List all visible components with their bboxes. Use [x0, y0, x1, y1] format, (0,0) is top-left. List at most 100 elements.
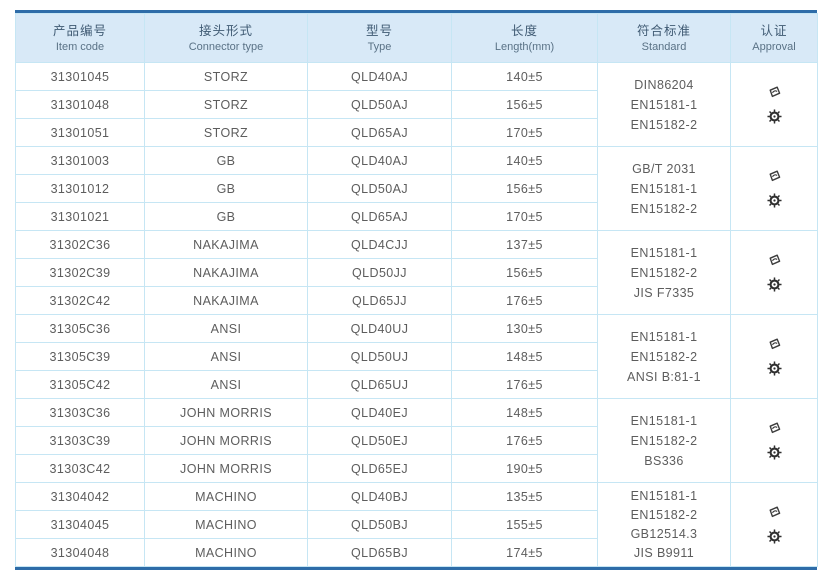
certification-logo-icon	[767, 337, 782, 352]
header-type-zh: 型号	[365, 23, 393, 38]
header-connector-type-en: Connector type	[188, 40, 264, 53]
standard-line: EN15181-1	[630, 181, 698, 196]
connector-type-cell: ANSI	[144, 342, 308, 371]
group-ansi: 31305C36 ANSI QLD40UJ 130±5 EN15181-1 EN…	[15, 314, 818, 399]
product-spec-table: 产品编号 Item code 接头形式 Connector type 型号 Ty…	[15, 10, 818, 570]
type-cell: QLD65UJ	[307, 370, 452, 399]
length-cell: 155±5	[451, 510, 598, 539]
item-code-cell: 31303C39	[15, 426, 145, 455]
item-code-cell: 31302C36	[15, 230, 145, 259]
item-code-cell: 31304045	[15, 510, 145, 539]
connector-type-cell: JOHN MORRIS	[144, 398, 308, 427]
header-approval-en: Approval	[752, 40, 796, 53]
length-cell: 190±5	[451, 454, 598, 483]
item-code-cell: 31301051	[15, 118, 145, 147]
certification-logo-icon	[767, 85, 782, 100]
group-nakajima: 31302C36 NAKAJIMA QLD4CJJ 137±5 EN15181-…	[15, 230, 818, 315]
type-cell: QLD50BJ	[307, 510, 452, 539]
standard-line: GB/T 2031	[632, 161, 696, 176]
connector-type-cell: NAKAJIMA	[144, 230, 308, 259]
length-cell: 148±5	[451, 342, 598, 371]
header-cell-length: 长度 Length(mm)	[451, 13, 598, 63]
type-cell: QLD50AJ	[307, 174, 452, 203]
standard-line: EN15182-2	[630, 201, 698, 216]
connector-type-cell: GB	[144, 146, 308, 175]
wheelmark-gear-icon	[766, 277, 782, 292]
approval-cell	[730, 146, 818, 231]
wheelmark-gear-icon	[766, 529, 782, 544]
table-row: 31301051 STORZ QLD65AJ 170±5	[15, 118, 818, 147]
length-cell: 148±5	[451, 398, 598, 427]
wheelmark-gear-icon	[766, 109, 782, 124]
table-row: 31302C39 NAKAJIMA QLD50JJ 156±5	[15, 258, 818, 287]
header-item-code-zh: 产品编号	[52, 23, 107, 38]
header-connector-type-zh: 接头形式	[198, 23, 253, 38]
header-cell-type: 型号 Type	[307, 13, 452, 63]
type-cell: QLD65EJ	[307, 454, 452, 483]
table-row: 31304048 MACHINO QLD65BJ 174±5	[15, 538, 818, 567]
type-cell: QLD4CJJ	[307, 230, 452, 259]
standard-line: EN15181-1	[630, 488, 698, 503]
standard-line: BS336	[644, 453, 684, 468]
group-gb: 31301003 GB QLD40AJ 140±5 GB/T 2031 EN15…	[15, 146, 818, 231]
table-row: 31303C36 JOHN MORRIS QLD40EJ 148±5 EN151…	[15, 398, 818, 483]
standard-line: EN15181-1	[630, 97, 698, 112]
type-cell: QLD65JJ	[307, 286, 452, 315]
connector-type-cell: NAKAJIMA	[144, 286, 308, 315]
standards-cell: GB/T 2031 EN15181-1 EN15182-2	[597, 146, 731, 231]
approval-cell	[730, 230, 818, 315]
header-standard-zh: 符合标准	[636, 23, 691, 38]
connector-type-cell: MACHINO	[144, 510, 308, 539]
approval-cell	[730, 314, 818, 399]
length-cell: 140±5	[451, 62, 598, 91]
header-type-en: Type	[367, 40, 392, 53]
header-cell-item-code: 产品编号 Item code	[15, 13, 145, 63]
standard-line: EN15181-1	[630, 329, 698, 344]
type-cell: QLD50AJ	[307, 90, 452, 119]
type-cell: QLD65AJ	[307, 118, 452, 147]
table-row: 31305C42 ANSI QLD65UJ 176±5	[15, 370, 818, 399]
length-cell: 130±5	[451, 314, 598, 343]
header-standard-en: Standard	[641, 40, 687, 53]
length-cell: 170±5	[451, 118, 598, 147]
standards-cell: EN15181-1 EN15182-2 GB12514.3 JIS B9911	[597, 482, 731, 567]
header-length-en: Length(mm)	[494, 40, 555, 53]
standards-cell: EN15181-1 EN15182-2 JIS F7335	[597, 230, 731, 315]
type-cell: QLD40BJ	[307, 482, 452, 511]
standard-line: EN15181-1	[630, 413, 698, 428]
standards-cell: EN15181-1 EN15182-2 BS336	[597, 398, 731, 483]
item-code-cell: 31304048	[15, 538, 145, 567]
standard-line: ANSI B:81-1	[627, 369, 701, 384]
type-cell: QLD40AJ	[307, 62, 452, 91]
connector-type-cell: ANSI	[144, 314, 308, 343]
certification-logo-icon	[767, 253, 782, 268]
standard-line: EN15182-2	[630, 349, 698, 364]
certification-logo-icon	[767, 505, 782, 520]
type-cell: QLD65AJ	[307, 202, 452, 231]
item-code-cell: 31303C42	[15, 454, 145, 483]
header-item-code-en: Item code	[55, 40, 105, 53]
length-cell: 174±5	[451, 538, 598, 567]
standard-line: EN15182-2	[630, 117, 698, 132]
table-row: 31301012 GB QLD50AJ 156±5	[15, 174, 818, 203]
length-cell: 156±5	[451, 90, 598, 119]
type-cell: QLD65BJ	[307, 538, 452, 567]
wheelmark-gear-icon	[766, 361, 782, 376]
length-cell: 156±5	[451, 174, 598, 203]
table-row: 31302C42 NAKAJIMA QLD65JJ 176±5	[15, 286, 818, 315]
certification-logo-icon	[767, 421, 782, 436]
connector-type-cell: GB	[144, 174, 308, 203]
table-row: 31303C39 JOHN MORRIS QLD50EJ 176±5	[15, 426, 818, 455]
table-header: 产品编号 Item code 接头形式 Connector type 型号 Ty…	[15, 13, 818, 63]
type-cell: QLD50JJ	[307, 258, 452, 287]
item-code-cell: 31305C42	[15, 370, 145, 399]
type-cell: QLD50EJ	[307, 426, 452, 455]
length-cell: 176±5	[451, 286, 598, 315]
approval-cell	[730, 482, 818, 567]
table-row: 31301045 STORZ QLD40AJ 140±5 DIN86204 EN…	[15, 62, 818, 147]
standard-line: DIN86204	[634, 77, 694, 92]
header-cell-connector-type: 接头形式 Connector type	[144, 13, 308, 63]
item-code-cell: 31301021	[15, 202, 145, 231]
standard-line: JIS F7335	[633, 285, 695, 300]
approval-cell	[730, 62, 818, 147]
